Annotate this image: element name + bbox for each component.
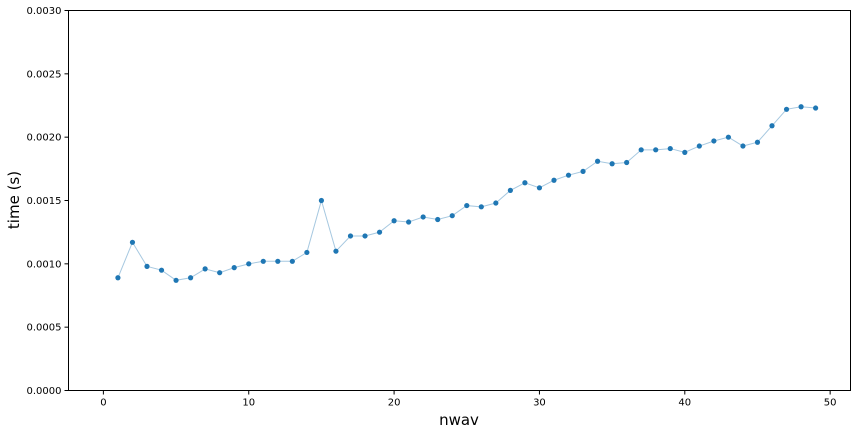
- data-point: [580, 168, 586, 174]
- data-point: [682, 149, 688, 155]
- data-point: [740, 143, 746, 149]
- y-tick-label: 0.0030: [27, 6, 62, 17]
- data-point: [536, 185, 543, 191]
- data-point: [464, 202, 470, 209]
- data-point: [478, 204, 484, 210]
- y-tick-label: 0.0010: [27, 259, 62, 270]
- y-tick-label: 0.0005: [27, 323, 62, 334]
- data-point: [391, 218, 397, 224]
- axes-frame: [68, 10, 851, 391]
- data-point: [158, 267, 165, 273]
- data-point: [813, 105, 819, 111]
- y-tick-label: 0.0025: [27, 69, 62, 80]
- data-point: [754, 139, 761, 145]
- data-point: [594, 158, 601, 164]
- data-point: [769, 123, 775, 129]
- data-point: [711, 138, 717, 144]
- data-point: [609, 161, 615, 167]
- y-axis: 0.0000 0.0005 0.0010 0.0015 0.0020 0.0025 0.00…: [27, 6, 69, 397]
- data-point: [362, 233, 368, 239]
- x-tick-label: 20: [388, 398, 401, 409]
- data-point: [783, 106, 790, 112]
- plot-area: [115, 104, 819, 283]
- x-axis-label: nwav: [439, 411, 479, 429]
- data-point: [187, 275, 194, 281]
- data-point: [798, 104, 804, 110]
- data-point: [173, 277, 179, 283]
- data-point: [304, 249, 310, 256]
- data-point: [638, 147, 644, 153]
- data-point: [435, 216, 441, 223]
- data-point: [420, 214, 426, 220]
- data-point: [449, 213, 455, 219]
- data-point: [333, 248, 339, 254]
- data-point: [231, 265, 237, 271]
- data-point: [144, 263, 150, 269]
- x-tick-label: 10: [242, 398, 255, 409]
- x-axis: 0 10 20 30 40 50: [100, 390, 837, 409]
- data-point: [725, 134, 732, 140]
- data-point: [624, 159, 630, 166]
- data-point: [551, 177, 557, 183]
- data-point: [376, 229, 383, 235]
- data-point: [318, 197, 325, 204]
- x-tick-label: 40: [678, 398, 691, 409]
- data-point: [522, 180, 528, 186]
- y-axis-label: time (s): [5, 171, 23, 229]
- x-tick-label: 30: [533, 398, 546, 409]
- data-point: [493, 200, 499, 206]
- data-point: [129, 239, 136, 245]
- y-tick-label: 0.0000: [27, 386, 62, 397]
- data-point: [653, 147, 659, 153]
- data-point: [115, 275, 121, 281]
- data-point: [507, 187, 513, 193]
- data-point: [667, 145, 673, 152]
- data-point: [565, 172, 572, 178]
- data-point: [696, 143, 702, 149]
- y-tick-label: 0.0015: [27, 196, 62, 207]
- x-tick-label: 0: [100, 398, 106, 409]
- y-tick-label: 0.0020: [27, 133, 62, 144]
- data-point: [260, 258, 266, 264]
- data-point: [289, 258, 295, 264]
- data-point: [275, 258, 281, 264]
- x-tick-label: 50: [824, 398, 837, 409]
- data-point: [246, 261, 252, 267]
- data-point: [217, 270, 223, 276]
- data-point: [347, 233, 354, 239]
- data-point: [202, 266, 208, 272]
- data-point: [406, 219, 412, 225]
